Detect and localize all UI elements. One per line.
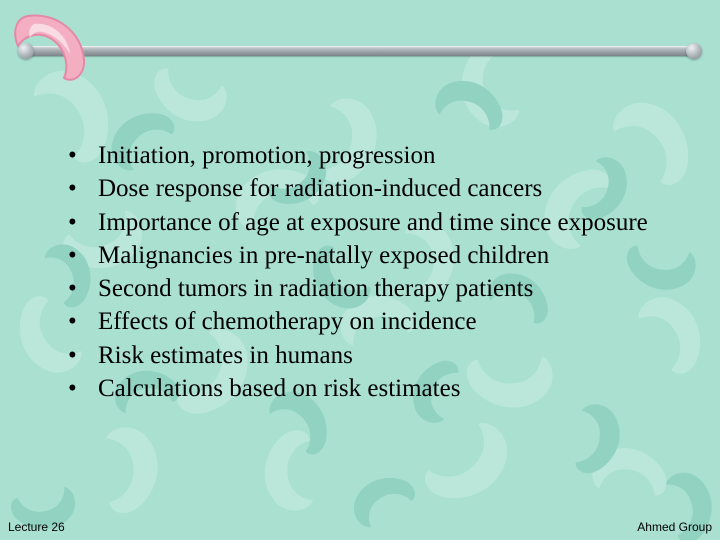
- slide: Initiation, promotion, progression Dose …: [0, 0, 720, 540]
- corner-boomerang-icon: [8, 6, 98, 96]
- list-item: Dose response for radiation-induced canc…: [64, 173, 680, 204]
- horizontal-rule: [24, 46, 696, 56]
- rule-cap-right: [686, 43, 702, 59]
- list-item: Second tumors in radiation therapy patie…: [64, 273, 680, 304]
- list-item: Importance of age at exposure and time s…: [64, 207, 680, 238]
- list-item: Malignancies in pre-natally exposed chil…: [64, 240, 680, 271]
- list-item: Risk estimates in humans: [64, 340, 680, 371]
- list-item: Effects of chemotherapy on incidence: [64, 306, 680, 337]
- footer-right: Ahmed Group: [637, 520, 712, 534]
- footer-left: Lecture 26: [8, 520, 65, 534]
- list-item: Initiation, promotion, progression: [64, 140, 680, 171]
- bullet-list: Initiation, promotion, progression Dose …: [64, 140, 680, 406]
- rule-bar: [24, 46, 696, 56]
- list-item: Calculations based on risk estimates: [64, 373, 680, 404]
